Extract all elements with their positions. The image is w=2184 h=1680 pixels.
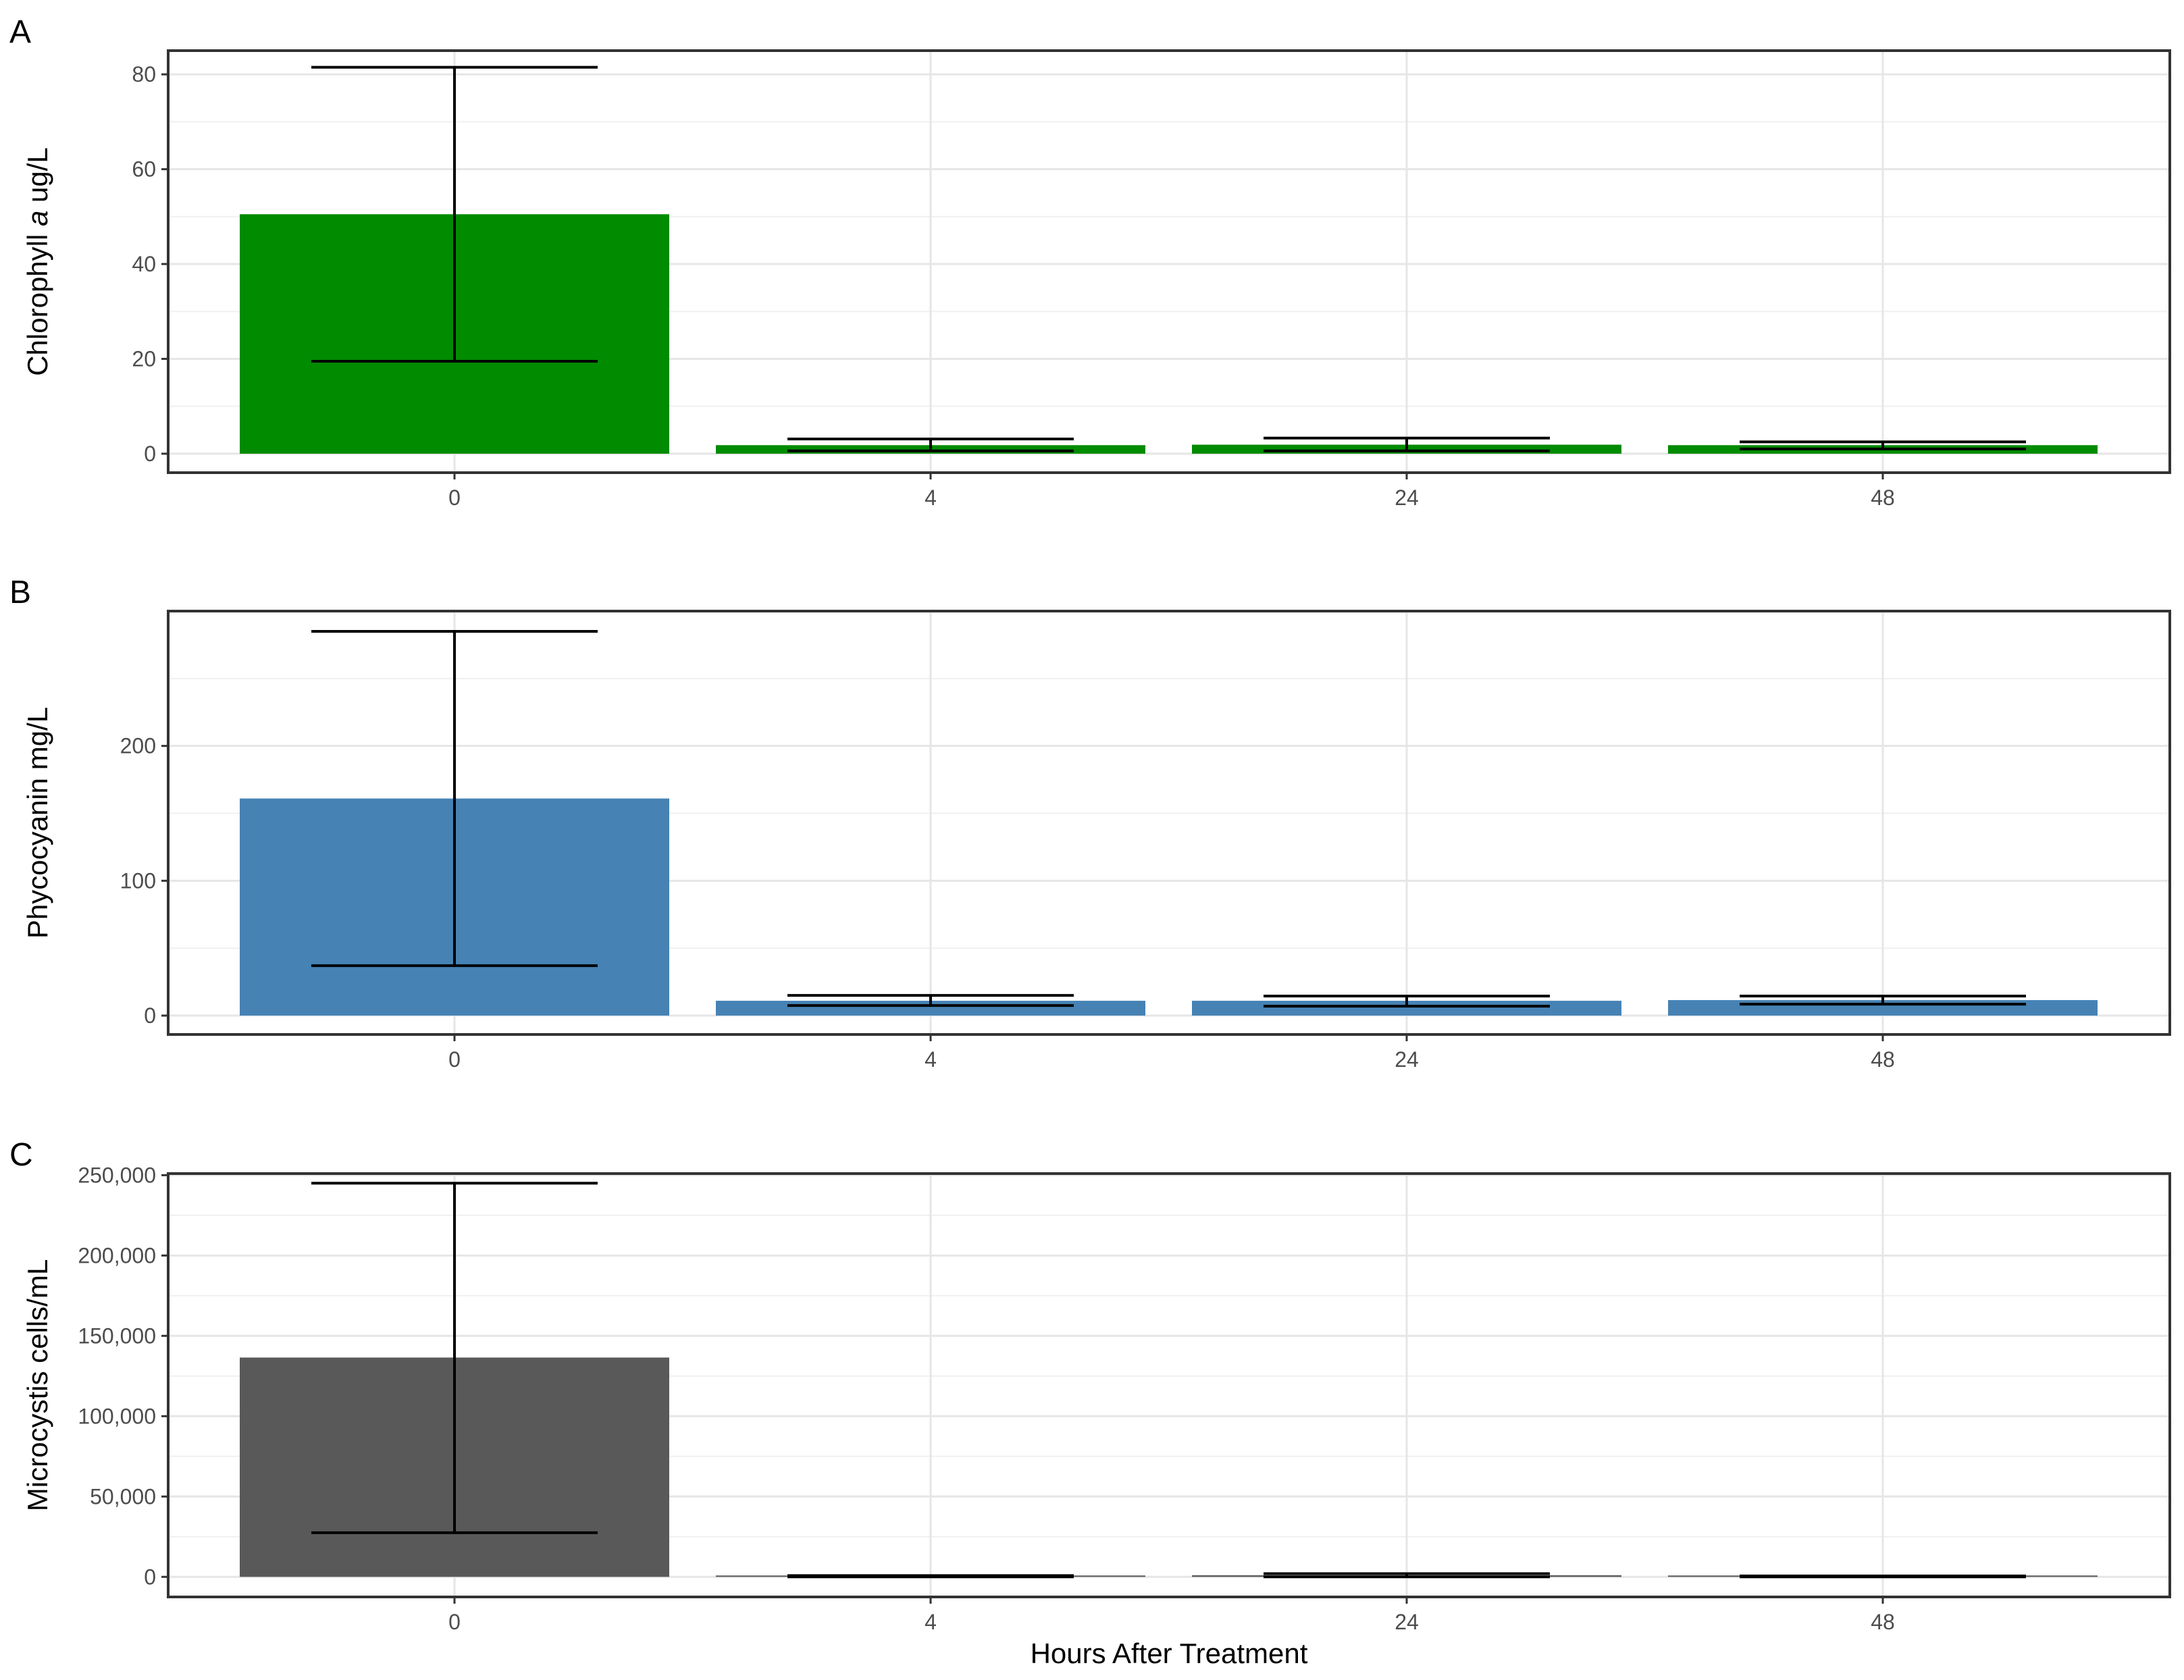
y-tick-label: 200	[120, 734, 156, 758]
x-tick-label: 24	[1395, 1610, 1419, 1634]
y-axis-title-part: Phycocyanin mg/L	[22, 707, 53, 939]
error-bar-4	[787, 438, 1074, 452]
error-bar-0	[311, 65, 598, 363]
x-tick-label: 0	[448, 1610, 461, 1634]
x-tick-label: 0	[448, 1047, 461, 1072]
error-bar-4	[787, 1574, 1074, 1579]
x-tick-label: 48	[1871, 485, 1895, 510]
error-bar-4	[787, 994, 1074, 1007]
x-tick-label: 0	[448, 485, 461, 510]
y-axis-title-part: ug/L	[22, 147, 53, 210]
y-tick-label: 200,000	[78, 1243, 156, 1267]
y-axis-title-part: a	[22, 211, 53, 226]
error-bar-48	[1740, 440, 2026, 450]
y-axis-title: Microcystis cells/mL	[22, 1259, 53, 1511]
panel-letter: A	[9, 14, 31, 50]
error-bar-48	[1740, 995, 2026, 1006]
y-tick-label: 80	[132, 62, 156, 86]
panel-c: 0 50,000 100,000 150,000 200,000 250,000 0 4 24 4…	[9, 1137, 2171, 1634]
error-bar-0	[311, 1182, 598, 1534]
panel-border	[167, 1172, 2171, 1598]
panel-border	[167, 49, 2171, 474]
y-tick-label: 0	[144, 442, 156, 466]
x-axis-title: Hours After Treatment	[1031, 1637, 1308, 1669]
y-tick-label: 250,000	[78, 1163, 156, 1187]
x-tick-label: 48	[1871, 1047, 1895, 1072]
y-tick-label: 60	[132, 157, 156, 182]
x-tick-label: 24	[1395, 485, 1419, 510]
x-tick-label: 48	[1871, 1610, 1895, 1634]
y-tick-label: 100	[120, 868, 156, 893]
y-tick-label: 100,000	[78, 1404, 156, 1428]
x-tick-label: 4	[925, 1047, 937, 1072]
y-tick-label: 0	[144, 1565, 156, 1589]
y-tick-label: 50,000	[90, 1484, 156, 1508]
y-axis-title: Phycocyanin mg/L	[22, 707, 53, 939]
y-tick-label: 0	[144, 1003, 156, 1028]
x-tick-label: 24	[1395, 1047, 1419, 1072]
error-bar-24	[1264, 995, 1550, 1008]
panel-b: 0 100 200 0 4 24 48 Phycocyanin mg/L B	[9, 575, 2171, 1072]
panel-letter: C	[9, 1137, 33, 1173]
y-axis-title-part: Chlorophyll	[22, 226, 53, 376]
y-axis-title-part: Microcystis cells/mL	[22, 1259, 53, 1511]
y-tick-label: 40	[132, 252, 156, 276]
error-bar-24	[1264, 436, 1550, 452]
y-tick-label: 20	[132, 346, 156, 371]
x-tick-label: 4	[925, 485, 937, 510]
error-bar-24	[1264, 1572, 1550, 1579]
error-bar-0	[311, 629, 598, 968]
y-tick-label: 150,000	[78, 1323, 156, 1348]
panel-letter: B	[9, 575, 31, 610]
error-bar-48	[1740, 1574, 2026, 1579]
y-axis-title: Chlorophyll a ug/L	[22, 147, 53, 376]
x-tick-label: 4	[925, 1610, 937, 1634]
panel-a: 0 20 40 60 80 0 4 24 48 Chlorophyll a ug/L A	[9, 14, 2171, 510]
bar-24	[1192, 1001, 1621, 1016]
panel-border	[167, 610, 2171, 1036]
